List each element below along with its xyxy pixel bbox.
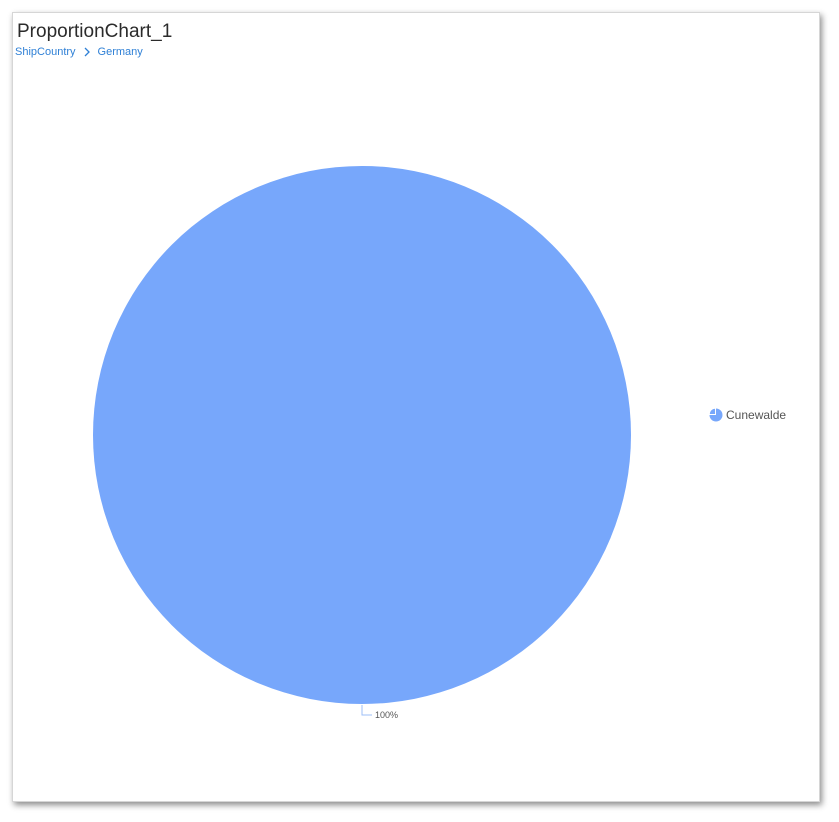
pie-icon [709,408,723,422]
pie-chart: 100% [93,166,631,720]
pie-slice-cunewalde[interactable] [93,166,631,704]
breadcrumb: ShipCountry Germany [15,46,143,58]
pie-slices [93,166,631,704]
widget-title: ProportionChart_1 [17,21,173,42]
data-label: 100% [375,710,398,720]
breadcrumb-item-germany[interactable]: Germany [97,46,143,58]
breadcrumb-item-shipcountry[interactable]: ShipCountry [15,46,76,58]
legend-item-cunewalde[interactable]: Cunewalde [709,408,786,422]
data-label-leader-line [361,705,372,716]
chart-widget: ProportionChart_1 ShipCountry Germany 10… [12,12,820,802]
chevron-right-icon [84,47,90,57]
legend-label: Cunewalde [726,408,787,422]
